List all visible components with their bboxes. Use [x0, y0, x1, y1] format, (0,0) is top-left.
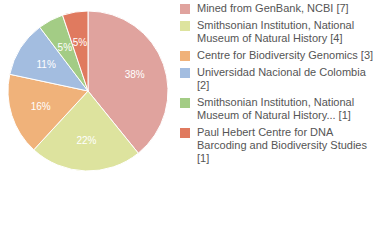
html-text:Paul Hebert Centre for DNA Bar: Paul Hebert Centre for DNA Barcoding and… — [197, 126, 367, 164]
html-text:Universidad Nacional de Colomb: Universidad Nacional de Colombia [2] — [197, 66, 366, 91]
html-text:Smithsonian Institution, Natio: Smithsonian Institution, National Museum… — [197, 96, 355, 121]
svg-text:11%: 11% — [37, 59, 56, 70]
html-text:Centre for Biodiversity Genomi: Centre for Biodiversity Genomics [3] — [197, 49, 374, 61]
svg-text:5%: 5% — [58, 42, 73, 53]
svg-text:38%: 38% — [125, 69, 145, 80]
svg-text:5%: 5% — [73, 37, 88, 48]
html-text:Smithsonian Institution, Natio: Smithsonian Institution, National Museum… — [197, 19, 355, 44]
svg-text:16%: 16% — [31, 101, 51, 112]
html-text:Mined from GenBank, NCBI [7]: Mined from GenBank, NCBI [7] — [197, 2, 349, 14]
svg-text:22%: 22% — [76, 135, 96, 146]
